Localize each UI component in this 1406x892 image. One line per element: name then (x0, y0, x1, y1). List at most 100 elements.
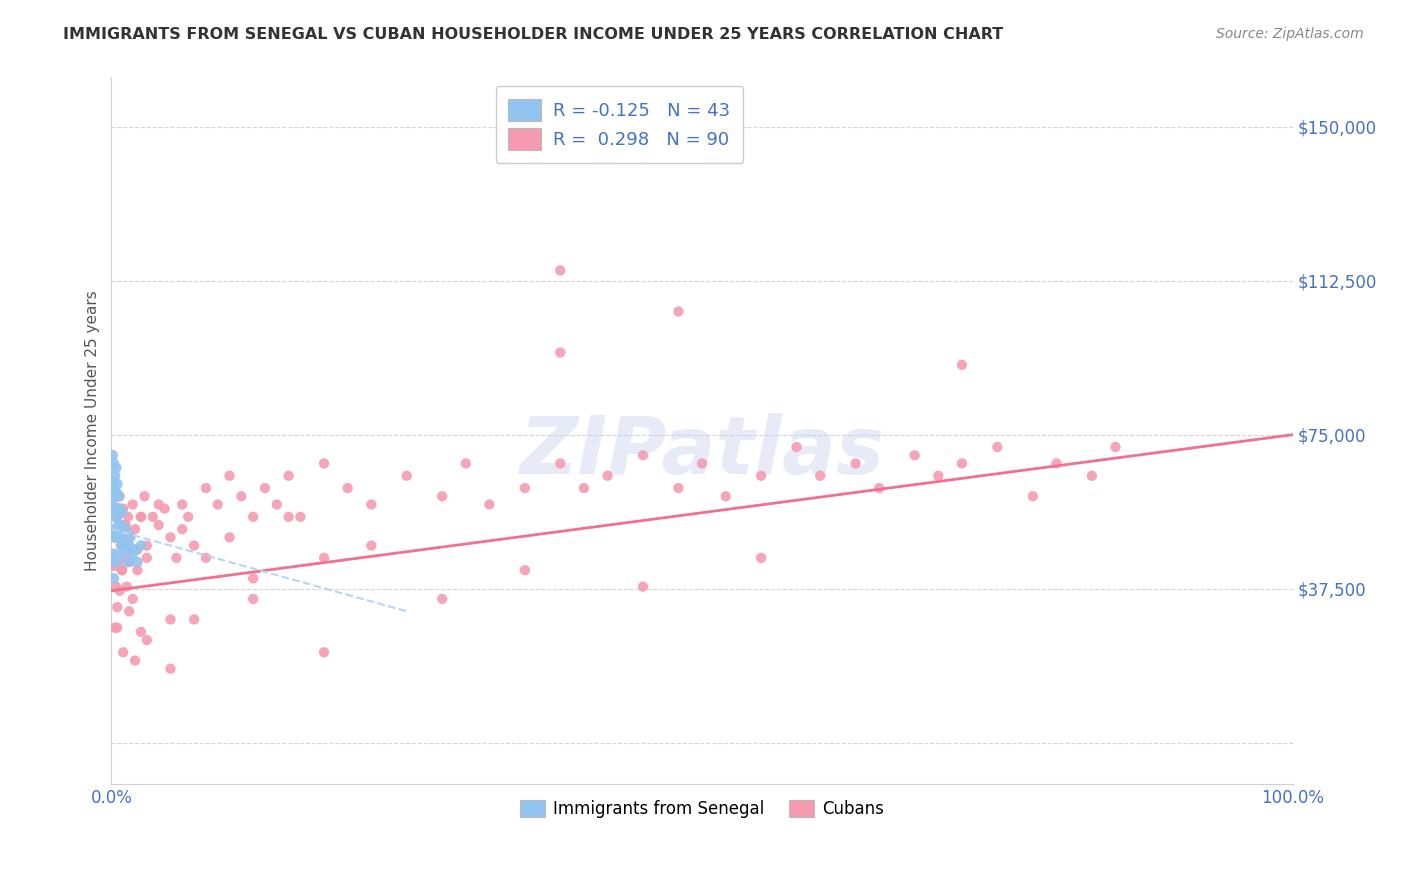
Point (111, 563, 134, 577)
Point (231, 489, 253, 503)
Point (105, 460, 128, 475)
Point (127, 542, 149, 557)
Point (108, 530, 131, 544)
Point (142, 509, 165, 524)
Point (103, 571, 125, 585)
Point (111, 563, 134, 577)
Point (478, 498, 501, 512)
Point (135, 539, 157, 553)
Point (172, 522, 194, 536)
Point (120, 555, 142, 569)
Point (127, 563, 149, 577)
Point (550, 345, 572, 359)
Point (129, 624, 152, 639)
Point (121, 547, 143, 561)
Point (277, 509, 299, 524)
Point (242, 509, 264, 524)
Point (312, 457, 335, 471)
Point (277, 468, 299, 483)
Point (572, 481, 595, 495)
Point (312, 550, 335, 565)
Point (868, 481, 890, 495)
Point (183, 539, 205, 553)
Point (786, 440, 808, 454)
Point (129, 539, 152, 553)
Point (107, 555, 129, 569)
Point (105, 477, 128, 491)
Point (112, 501, 135, 516)
Point (207, 498, 229, 512)
Point (127, 555, 149, 569)
Point (242, 591, 264, 606)
Point (115, 542, 138, 557)
Point (194, 550, 217, 565)
Point (112, 526, 135, 541)
Point (121, 591, 143, 606)
Point (430, 489, 453, 503)
Point (749, 468, 772, 483)
Point (105, 555, 128, 569)
Point (1104, 440, 1126, 454)
Point (110, 539, 132, 553)
Point (120, 530, 142, 544)
Point (112, 522, 135, 536)
Point (360, 539, 382, 553)
Point (153, 501, 176, 516)
Point (104, 489, 127, 503)
Point (103, 559, 125, 574)
Point (105, 509, 128, 524)
Point (104, 468, 127, 483)
Point (105, 621, 128, 635)
Text: ZIPatlas: ZIPatlas (520, 413, 884, 491)
Point (312, 645, 335, 659)
Text: IMMIGRANTS FROM SENEGAL VS CUBAN HOUSEHOLDER INCOME UNDER 25 YEARS CORRELATION C: IMMIGRANTS FROM SENEGAL VS CUBAN HOUSEHO… (63, 27, 1004, 42)
Point (114, 550, 136, 565)
Point (986, 440, 1008, 454)
Point (159, 530, 181, 544)
Point (668, 481, 690, 495)
Point (550, 263, 572, 277)
Point (110, 547, 132, 561)
Point (103, 547, 125, 561)
Point (104, 621, 127, 635)
Point (101, 550, 124, 565)
Point (101, 448, 124, 462)
Point (105, 506, 128, 520)
Point (631, 448, 654, 462)
Point (105, 501, 128, 516)
Point (105, 530, 128, 544)
Point (950, 358, 973, 372)
Point (112, 539, 135, 553)
Point (104, 555, 127, 569)
Point (111, 506, 134, 520)
Point (112, 539, 135, 553)
Point (118, 604, 141, 618)
Point (808, 468, 831, 483)
Point (117, 509, 139, 524)
Legend: Immigrants from Senegal, Cubans: Immigrants from Senegal, Cubans (513, 793, 891, 825)
Point (336, 481, 359, 495)
Point (148, 498, 170, 512)
Point (904, 448, 927, 462)
Point (513, 481, 536, 495)
Point (118, 530, 141, 544)
Point (118, 542, 141, 557)
Point (108, 583, 131, 598)
Point (103, 526, 125, 541)
Point (115, 580, 138, 594)
Point (112, 645, 135, 659)
Point (108, 501, 131, 516)
Point (159, 662, 181, 676)
Point (103, 501, 125, 516)
Point (714, 489, 737, 503)
Point (124, 654, 146, 668)
Point (104, 530, 127, 544)
Point (266, 498, 288, 512)
Point (218, 530, 240, 544)
Point (107, 518, 129, 533)
Point (183, 612, 205, 626)
Text: Source: ZipAtlas.com: Source: ZipAtlas.com (1216, 27, 1364, 41)
Point (111, 539, 134, 553)
Point (596, 468, 619, 483)
Point (134, 489, 156, 503)
